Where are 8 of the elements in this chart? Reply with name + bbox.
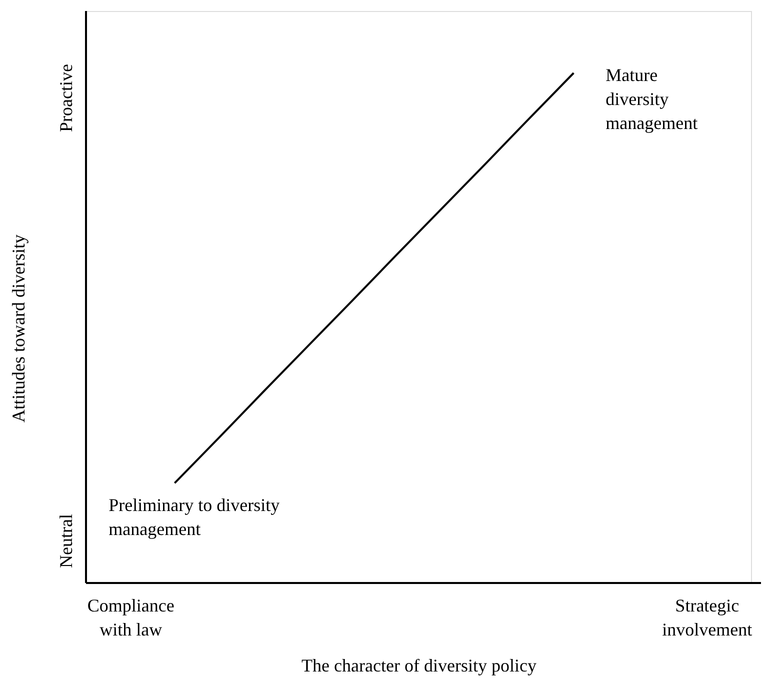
x-tick-label: Compliance with law	[87, 596, 174, 640]
y-axis-title: Attitudes toward diversity	[8, 234, 28, 422]
annotation: Mature diversity management	[606, 65, 698, 133]
x-axis-title: The character of diversity policy	[302, 656, 536, 676]
x-tick-label: Strategic involvement	[662, 596, 752, 640]
annotation: Preliminary to diversity management	[108, 495, 280, 540]
text: Proactive	[56, 64, 76, 132]
text: Neutral	[56, 514, 76, 568]
